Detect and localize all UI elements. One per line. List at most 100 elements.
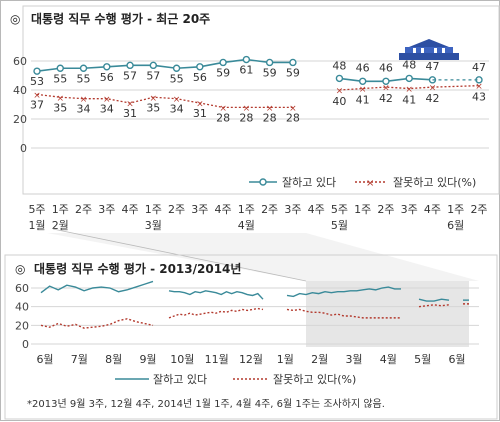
legend-marker-approve: [259, 178, 267, 186]
approve-line: [36, 58, 293, 72]
disapprove-data-label: 28: [239, 111, 253, 124]
disapprove-data-label: 34: [170, 103, 184, 116]
top-xtick-month: 5월: [331, 219, 348, 232]
disapprove-point: ×: [126, 100, 134, 110]
bottom-legend-label-disapprove: 잘못하고 있다(%): [273, 372, 356, 386]
approve-point: [219, 58, 227, 67]
approve-data-label: 48: [402, 58, 416, 71]
bottom-chart-legend: 잘하고 있다 잘못하고 있다(%): [115, 372, 356, 386]
approve-data-label: 57: [146, 69, 160, 82]
bottom-ytick-label: 0: [22, 338, 29, 351]
approve-data-label: 46: [356, 61, 370, 74]
top-ytick-label: 20: [13, 113, 27, 126]
bottom-legend-label-approve: 잘하고 있다: [153, 372, 207, 386]
approve-data-label: 59: [286, 66, 300, 79]
approve-point: [358, 77, 367, 86]
disapprove-data-label: 28: [286, 111, 300, 124]
approve-point: [242, 55, 251, 64]
top-xtick-week: 2주: [470, 203, 487, 216]
top-chart-title-mark: ◎: [10, 12, 20, 26]
disapprove-point: ×: [196, 100, 204, 110]
blue-house-icon: [399, 39, 459, 60]
approve-data-label: 46: [379, 61, 393, 74]
disapprove-data-label: 41: [356, 94, 370, 107]
approve-line: [418, 298, 450, 302]
top-xtick-week: 5주: [331, 203, 348, 216]
top-xtick-month: 2월: [52, 219, 69, 232]
bottom-xtick-month: 6월: [448, 353, 465, 366]
top-xtick-week: 3주: [284, 203, 301, 216]
disapprove-data-label: 37: [30, 98, 44, 111]
disapprove-point: ×: [359, 85, 367, 95]
disapprove-line: [286, 308, 401, 319]
disapprove-point: ×: [289, 104, 297, 114]
bottom-xtick-month: 10월: [170, 353, 194, 366]
top-xtick-week: 2주: [261, 203, 278, 216]
approve-point: [56, 64, 64, 72]
bottom-xtick-month: 12월: [239, 353, 263, 366]
approve-data-label: 56: [193, 71, 207, 84]
bottom-xtick-month: 8월: [105, 353, 122, 366]
disapprove-point: ×: [103, 95, 111, 105]
approve-point: [79, 64, 88, 72]
approve-point: [289, 58, 297, 67]
disapprove-point: ×: [382, 84, 390, 94]
disapprove-data-label: 28: [216, 111, 230, 124]
disapprove-point: ×: [150, 94, 158, 104]
approve-data-label: 57: [123, 69, 137, 82]
legend-label-approve: 잘하고 있다: [282, 175, 336, 189]
top-chart-title: 대통령 직무 수행 평가 - 최근 20주: [31, 11, 210, 26]
bottom-xtick-month: 4월: [380, 353, 397, 366]
disapprove-data-label: 41: [402, 94, 416, 107]
top-xtick-week: 4주: [215, 203, 232, 216]
disapprove-point: ×: [80, 95, 88, 105]
approve-data-label: 56: [100, 71, 114, 84]
bottom-xtick-month: 11월: [205, 353, 229, 366]
approve-point: [405, 74, 413, 83]
disapprove-point: ×: [429, 84, 437, 94]
disapprove-line: [36, 93, 293, 109]
approve-data-label: 53: [30, 75, 44, 88]
top-chart-border: [22, 5, 500, 195]
legend-label-disapprove: 잘못하고 있다(%): [393, 175, 476, 189]
disapprove-point: ×: [219, 104, 227, 114]
approve-data-label: 48: [332, 59, 346, 72]
top-ytick-label: 0: [20, 142, 27, 155]
disapprove-point: ×: [405, 85, 413, 95]
bottom-ytick-label: 40: [15, 301, 29, 314]
approve-point: [335, 74, 344, 83]
disapprove-line: [168, 307, 264, 319]
legend-marker-disapprove: ×: [366, 178, 374, 189]
approve-point: [196, 63, 204, 71]
approve-data-label: 59: [216, 66, 230, 79]
approve-data-label: 55: [170, 72, 184, 85]
approve-point: [149, 61, 158, 70]
disapprove-data-label: 31: [193, 107, 207, 120]
disapprove-line: [418, 304, 450, 308]
approve-point: [126, 61, 134, 70]
recent-weeks-highlight: [306, 281, 469, 347]
top-chart: ◎ 대통령 직무 수행 평가 - 최근 20주: [10, 5, 500, 195]
approve-data-label: 55: [53, 72, 67, 85]
disapprove-point: ×: [475, 82, 483, 92]
disapprove-point: ×: [243, 104, 251, 114]
bottom-ytick-label: 60: [15, 282, 29, 295]
disapprove-point: ×: [266, 104, 274, 114]
top-xtick-month: 1월: [28, 219, 45, 232]
disapprove-data-label: 28: [263, 111, 277, 124]
bottom-chart-border: [4, 254, 498, 420]
approve-line: [40, 280, 154, 294]
approve-line: [168, 290, 264, 300]
disapprove-data-label: 42: [425, 92, 439, 105]
bottom-xtick-month: 5월: [414, 353, 431, 366]
bottom-xtick-month: 2월: [311, 353, 328, 366]
bottom-chart-title-mark: ◎: [15, 262, 25, 276]
approve-data-label: 59: [263, 66, 277, 79]
disapprove-data-label: 40: [332, 95, 346, 108]
top-xtick-week: 4주: [308, 203, 325, 216]
top-xtick-month: 6월: [447, 219, 464, 232]
approve-data-label: 47: [425, 60, 439, 73]
disapprove-point: ×: [336, 87, 344, 97]
top-xtick-week: 1주: [145, 203, 162, 216]
